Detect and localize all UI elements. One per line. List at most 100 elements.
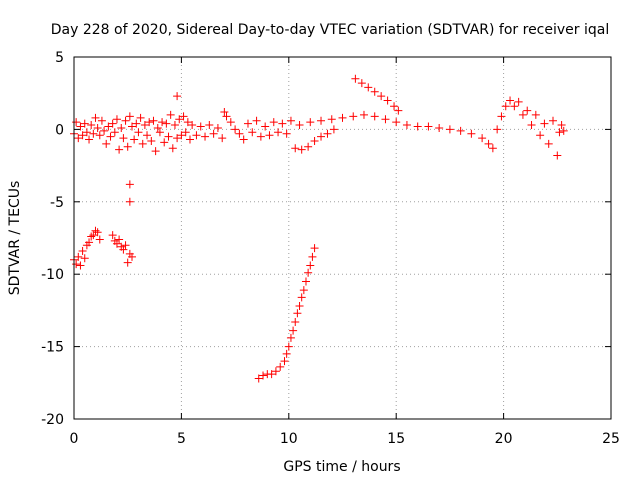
data-point-main-band [488, 144, 497, 153]
data-point-main-band [261, 122, 270, 131]
data-point-main-band [497, 112, 506, 121]
data-point-main-band [179, 112, 188, 121]
data-point-main-band [100, 126, 109, 135]
data-point-upper-arc [351, 74, 360, 83]
y-tick-label: 0 [55, 122, 64, 138]
data-point-main-band [170, 121, 179, 130]
data-point-main-band [72, 118, 81, 127]
data-point-main-band [136, 113, 145, 122]
data-point-steep-rise [308, 252, 317, 261]
data-point-main-band [306, 118, 315, 127]
data-point-upper-arc [390, 102, 399, 111]
data-point-lower-left-cluster [89, 231, 98, 240]
data-point-main-band [166, 110, 175, 119]
data-point-lower-left-cluster [80, 254, 89, 263]
data-point-main-band [218, 134, 227, 143]
data-point-main-band [317, 132, 326, 141]
data-point-main-band [484, 139, 493, 148]
data-point-main-band [127, 122, 136, 131]
data-point-steep-rise [282, 349, 291, 358]
data-point-main-band [153, 123, 162, 132]
data-point-main-band [222, 112, 231, 121]
data-point-main-band [527, 121, 536, 130]
data-point-main-band [164, 132, 173, 141]
data-point-upper-arc [383, 96, 392, 105]
data-point-main-band [510, 102, 519, 111]
data-point-main-band [413, 122, 422, 131]
data-point-main-band [456, 126, 465, 135]
data-point-main-band [493, 125, 502, 134]
data-point-main-band [95, 131, 104, 140]
data-point-main-band [205, 121, 214, 130]
data-point-main-band [536, 131, 545, 140]
data-point-lower-left-cluster [108, 231, 117, 240]
data-point-main-band [304, 142, 313, 151]
data-point-upper-arc [364, 83, 373, 92]
data-point-main-band [327, 115, 336, 124]
data-point-upper-arc [370, 87, 379, 96]
data-point-main-band [252, 116, 261, 125]
data-point-steep-rise [297, 293, 306, 302]
data-point-main-band [115, 145, 124, 154]
data-point-main-band [82, 128, 91, 137]
data-point-main-band [183, 118, 192, 127]
data-point-main-band [213, 123, 222, 132]
data-point-main-band [402, 121, 411, 130]
data-point-main-band [177, 131, 186, 140]
data-point-main-band [501, 102, 510, 111]
data-point-steep-rise [259, 371, 268, 380]
data-point-main-band [125, 112, 134, 121]
data-point-main-band [93, 123, 102, 132]
data-point-upper-arc [394, 106, 403, 115]
data-point-main-band [192, 131, 201, 140]
data-point-steep-rise [301, 277, 310, 286]
data-point-main-band [291, 144, 300, 153]
data-point-lower-left-cluster [72, 260, 81, 269]
data-point-isolated-outliers [125, 197, 134, 206]
data-point-main-band [559, 126, 568, 135]
data-point-main-band [134, 128, 143, 137]
data-point-main-band [106, 132, 115, 141]
data-point-main-band [349, 112, 358, 121]
data-point-main-band [239, 135, 248, 144]
data-point-steep-rise [271, 367, 280, 376]
grid-lines [74, 57, 611, 419]
x-tick-label: 0 [70, 431, 79, 447]
data-point-steep-rise [276, 362, 285, 371]
data-point-steep-rise [306, 261, 315, 270]
data-point-main-band [557, 121, 566, 130]
data-point-main-band [162, 119, 171, 128]
data-point-main-band [104, 122, 113, 131]
data-point-main-band [282, 129, 291, 138]
data-point-lower-left-cluster [123, 258, 132, 267]
data-point-upper-arc [357, 79, 366, 88]
data-point-main-band [220, 108, 229, 117]
data-point-steep-rise [286, 333, 295, 342]
data-point-isolated-outliers [173, 92, 182, 101]
data-point-steep-rise [284, 342, 293, 351]
data-point-main-band [78, 131, 87, 140]
data-point-main-band [231, 125, 240, 134]
data-point-main-band [91, 113, 100, 122]
data-point-main-band [110, 128, 119, 137]
data-point-main-band [201, 132, 210, 141]
data-point-main-band [445, 125, 454, 134]
data-point-lower-left-cluster [78, 247, 87, 256]
data-point-main-band [297, 145, 306, 154]
data-point-main-band [310, 136, 319, 145]
data-point-main-band [85, 135, 94, 144]
data-point-main-band [181, 128, 190, 137]
data-point-main-band [102, 139, 111, 148]
data-point-main-band [76, 122, 85, 131]
data-point-main-band [370, 112, 379, 121]
data-point-main-band [514, 97, 523, 106]
data-point-main-band [286, 116, 295, 125]
plot-frame [73, 56, 612, 420]
data-point-steep-rise [304, 268, 313, 277]
data-point-main-band [158, 118, 167, 127]
data-point-lower-left-cluster [127, 252, 136, 261]
data-point-lower-left-cluster [74, 252, 83, 261]
data-point-steep-rise [280, 357, 289, 366]
